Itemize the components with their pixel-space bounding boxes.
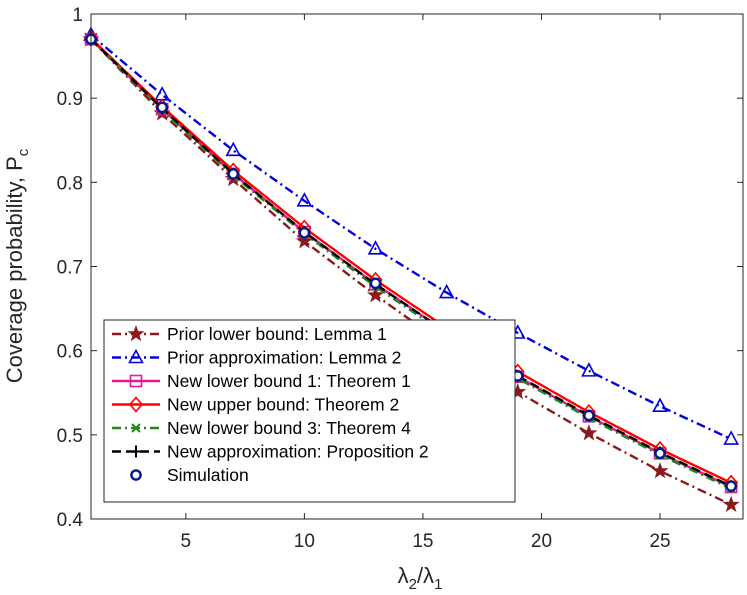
series-1-point	[366, 286, 385, 303]
x-tick-label: 25	[649, 531, 670, 552]
legend-label: New upper bound: Theorem 2	[167, 395, 399, 415]
legend-marker	[128, 396, 144, 413]
legend-item: Prior lower bound: Lemma 1	[112, 324, 387, 344]
y-tick-label: 0.5	[57, 426, 83, 447]
y-tick-label: 0.6	[57, 342, 83, 363]
series-2-point	[652, 397, 668, 413]
series-2-point	[723, 430, 739, 445]
series-1-point	[651, 461, 669, 479]
series-2-point	[225, 141, 242, 157]
series-2-point	[367, 240, 384, 255]
series-2-point	[581, 362, 597, 377]
series-7-point	[583, 409, 595, 422]
legend-item: New lower bound 3: Theorem 4	[112, 418, 411, 438]
x-tick-label: 5	[181, 531, 192, 552]
x-label-slash: /λ	[417, 563, 434, 588]
series-7-point	[227, 168, 240, 180]
series-1-point	[580, 424, 598, 441]
x-tick-label: 15	[412, 531, 433, 552]
legend-item: New lower bound 1: Theorem 1	[112, 371, 411, 391]
series-2-point	[296, 192, 313, 207]
legend-items: Prior lower bound: Lemma 1 Prior approxim…	[112, 324, 429, 485]
series-7-point	[654, 447, 666, 460]
series-7-point	[156, 101, 168, 114]
y-tick-label: 0.7	[57, 258, 83, 279]
tick-layer: 5 10 15 20 25 0.4 0.5 0.6 0.7 0.8 0.9 1	[57, 5, 743, 552]
y-label-main: Coverage probability, P	[2, 156, 27, 383]
x-label-sub1: 2	[409, 576, 417, 593]
y-tick-label: 0.8	[57, 173, 83, 194]
legend-box	[103, 319, 516, 503]
series-7-point	[298, 227, 311, 239]
legend-label: Simulation	[167, 465, 249, 485]
series-4-line	[90, 37, 732, 484]
x-tick-label: 10	[294, 531, 315, 552]
x-axis-label: λ2/λ1	[398, 563, 443, 593]
y-tick-label: 0.9	[57, 89, 83, 110]
legend-label: New lower bound 1: Theorem 1	[167, 371, 411, 391]
y-tick-label: 1	[72, 5, 83, 26]
legend-marker	[131, 423, 141, 433]
legend-item: New upper bound: Theorem 2	[112, 395, 399, 415]
legend-item: New approximation: Proposition 2	[112, 442, 429, 462]
x-tick-label: 20	[531, 531, 552, 552]
legend-marker	[129, 374, 143, 388]
series-5-line	[90, 38, 732, 490]
legend-marker	[128, 348, 144, 364]
series-7-point	[725, 480, 737, 492]
series-7-point	[369, 277, 382, 290]
legend-label: Prior approximation: Lemma 2	[167, 348, 401, 368]
series-2-line	[90, 34, 732, 441]
legend-label: Prior lower bound: Lemma 1	[167, 324, 387, 344]
legend-marker	[130, 445, 142, 458]
legend-label: New lower bound 3: Theorem 4	[167, 418, 411, 438]
series-1-point	[722, 495, 740, 512]
legend-item: Simulation	[130, 465, 249, 485]
x-label-sub2: 1	[434, 576, 442, 593]
legend: Prior lower bound: Lemma 1 Prior approxim…	[103, 319, 516, 503]
y-tick-label: 0.4	[57, 510, 84, 531]
y-label-sub: c	[15, 148, 32, 156]
legend-item: Prior approximation: Lemma 2	[112, 348, 401, 368]
x-label-main: λ	[398, 563, 409, 588]
series-6-line	[90, 38, 732, 488]
legend-marker	[130, 469, 142, 481]
y-axis-label: Coverage probability, Pc	[2, 148, 32, 383]
legend-marker	[127, 324, 145, 342]
legend-label: New approximation: Proposition 2	[167, 442, 429, 462]
series-2-point	[438, 283, 455, 299]
series-1-point	[295, 232, 313, 249]
